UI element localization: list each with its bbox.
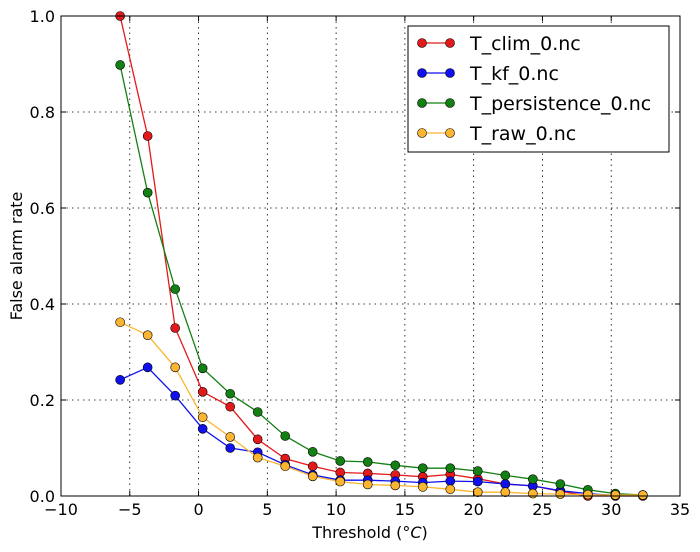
legend-label: T_raw_0.nc — [469, 123, 576, 145]
data-point — [197, 412, 208, 423]
data-point — [583, 489, 593, 500]
series-line — [119, 366, 643, 497]
x-tick-label: 10 — [326, 500, 346, 519]
legend: T_clim_0.nc T_kf_0.nc T_persistence_0.nc T_… — [407, 25, 670, 153]
legend-marker — [417, 68, 427, 78]
data-point — [142, 131, 153, 141]
legend-label: T_kf_0.nc — [469, 63, 559, 85]
data-point — [500, 479, 511, 489]
data-point — [115, 375, 125, 385]
data-point — [307, 471, 318, 482]
series-group — [115, 11, 648, 501]
legend-marker — [445, 128, 455, 138]
data-point — [197, 363, 208, 374]
data-point — [252, 434, 263, 445]
x-tick-label: 5 — [262, 500, 272, 519]
data-point — [555, 479, 566, 489]
data-point — [115, 60, 125, 70]
data-point — [170, 390, 180, 401]
data-point — [638, 490, 648, 500]
data-point — [170, 284, 180, 294]
data-point — [500, 487, 511, 497]
data-point — [115, 317, 125, 328]
y-tick-label: 0.6 — [30, 199, 55, 218]
data-point — [390, 460, 401, 471]
data-point — [472, 487, 483, 497]
x-tick-label: −5 — [118, 500, 142, 519]
y-axis-label: False alarm rate — [7, 192, 26, 321]
x-tick-label: 30 — [601, 500, 621, 519]
data-point — [197, 423, 208, 434]
y-tick-label: 0.2 — [30, 391, 55, 410]
data-point — [472, 476, 483, 487]
legend-marker — [417, 128, 427, 138]
data-point — [225, 401, 235, 412]
y-tick-label: 0.4 — [30, 295, 55, 314]
series-1 — [115, 362, 648, 501]
data-point — [142, 362, 153, 373]
data-point — [500, 470, 511, 481]
series-3 — [115, 317, 648, 500]
data-point — [225, 388, 235, 399]
x-tick-label: −10 — [44, 500, 78, 519]
data-point — [472, 466, 483, 476]
data-point — [142, 330, 153, 341]
grid-lines — [61, 16, 680, 496]
data-point — [362, 479, 373, 490]
data-point — [307, 461, 318, 472]
legend-marker — [445, 38, 455, 48]
legend-marker — [417, 98, 427, 108]
legend-marker — [445, 68, 455, 78]
x-tick-label: 0 — [193, 500, 203, 519]
legend-marker — [445, 98, 455, 108]
data-point — [445, 463, 456, 473]
data-point — [280, 431, 291, 441]
data-point — [307, 447, 318, 457]
data-point — [335, 456, 346, 466]
tick-group: −10 −5 0 5 10 15 20 25 30 35 0.0 0.2 0.4 0.6 0.8 1.0 — [30, 7, 691, 519]
data-point — [170, 362, 180, 373]
series-2 — [115, 60, 648, 500]
series-line — [119, 321, 643, 496]
plot-frame — [60, 15, 681, 497]
x-tick-label: 15 — [395, 500, 415, 519]
data-point — [280, 461, 291, 472]
data-point — [555, 489, 566, 499]
x-axis-label: Threshold (°C) — [311, 523, 428, 542]
legend-label: T_clim_0.nc — [469, 33, 581, 55]
data-point — [362, 457, 373, 467]
data-point — [528, 474, 538, 485]
x-tick-label: 25 — [532, 500, 552, 519]
y-tick-label: 0.0 — [30, 487, 55, 506]
x-tick-label: 20 — [463, 500, 483, 519]
legend-marker — [417, 38, 427, 48]
data-point — [335, 476, 346, 487]
data-point — [417, 482, 428, 492]
data-point — [445, 476, 456, 486]
data-point — [225, 443, 235, 453]
data-point — [390, 480, 401, 491]
data-point — [170, 323, 180, 333]
data-point — [142, 187, 153, 198]
data-point — [417, 463, 428, 473]
data-point — [225, 432, 235, 442]
y-tick-label: 0.8 — [30, 103, 55, 122]
legend-label: T_persistence_0.nc — [469, 93, 651, 115]
data-point — [197, 387, 208, 397]
data-point — [445, 484, 456, 495]
y-tick-label: 1.0 — [30, 7, 55, 26]
x-tick-label: 35 — [670, 500, 690, 519]
data-point — [252, 407, 263, 417]
data-point — [252, 452, 263, 463]
data-point — [610, 490, 621, 500]
data-point — [528, 488, 538, 499]
